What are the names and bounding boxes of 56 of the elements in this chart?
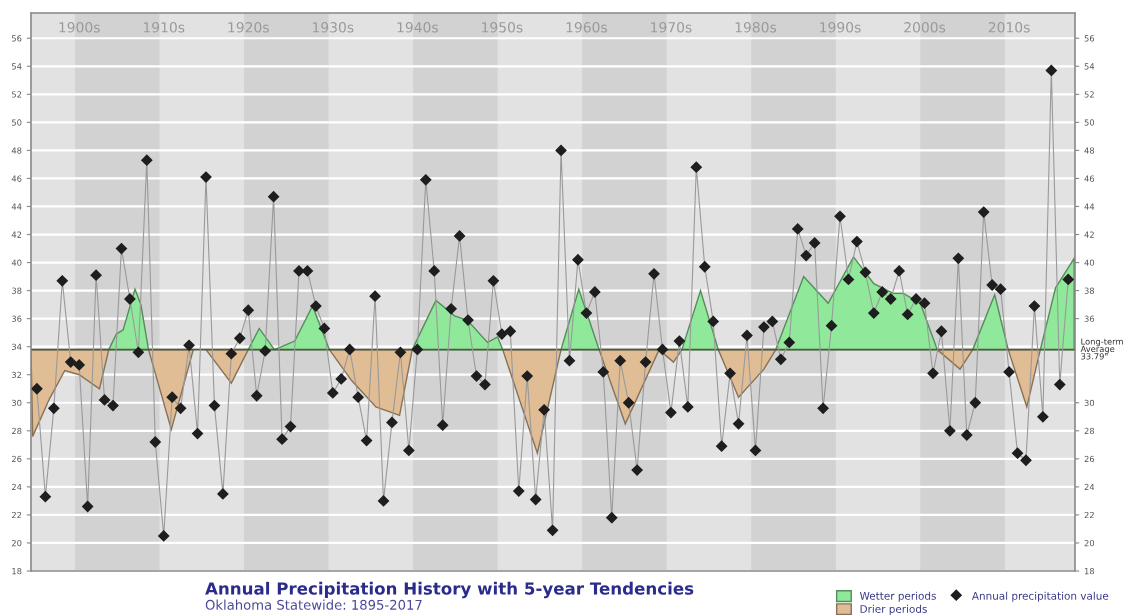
legend-label: Annual precipitation value — [971, 591, 1109, 602]
y2-tick-label: 54 — [1084, 63, 1095, 70]
y-tick-label: 20 — [11, 539, 22, 547]
ref-line-label: Long-term Average 33.79" — [1080, 338, 1123, 360]
y-tick-label: 56 — [12, 35, 22, 42]
x-tick-label: 1980s — [735, 22, 777, 33]
y-tick-label: 48 — [11, 147, 22, 154]
y-tick-label: 32 — [12, 371, 22, 378]
y2-tick-label: 24 — [1084, 483, 1095, 491]
y2-tick-label: 52 — [1084, 91, 1094, 98]
y-tick-label: 28 — [11, 427, 22, 435]
y2-tick-label: 20 — [1084, 539, 1095, 547]
y-tick-label: 22 — [11, 511, 22, 519]
text: Oklahoma Statewide: 1895-2017 — [205, 599, 422, 610]
y2-tick-label: 30 — [1084, 399, 1095, 407]
y-tick-label: 46 — [11, 175, 22, 182]
x-tick-label: 1990s — [820, 22, 861, 33]
y2-tick-label: 38 — [1084, 287, 1095, 294]
x-tick-label: 1900s — [59, 22, 100, 33]
y-tick-label: 52 — [12, 91, 22, 98]
legend-label: Drier periods — [860, 604, 927, 615]
y-tick-label: 38 — [12, 287, 22, 294]
x-tick-label: 2010s — [988, 22, 1030, 33]
x-tick-label: 1910s — [143, 22, 185, 33]
y-tick-label: 54 — [12, 63, 22, 70]
y-tick-label: 36 — [12, 315, 22, 322]
y2-tick-label: 50 — [1084, 119, 1095, 126]
y2-tick-label: 26 — [1084, 455, 1095, 463]
legend-label: Wetter periods — [859, 591, 936, 602]
y-tick-label: 42 — [11, 231, 22, 238]
y2-tick-label: 40 — [1084, 259, 1095, 266]
y2-tick-label: 42 — [1084, 231, 1094, 238]
y-tick-label: 18 — [12, 567, 22, 575]
x-tick-label: 2000s — [904, 22, 946, 33]
y2-tick-label: 28 — [1084, 427, 1095, 435]
y2-tick-label: 22 — [1084, 511, 1094, 519]
x-tick-label: 1950s — [482, 22, 523, 33]
y-tick-label: 44 — [11, 203, 22, 210]
text: Annual Precipitation History with 5-year Tendencies — [205, 581, 694, 599]
y-tick-label: 26 — [11, 455, 22, 463]
x-tick-label: 1920s — [228, 22, 269, 33]
x-tick-label: 1960s — [566, 22, 607, 33]
x-tick-label: 1970s — [651, 22, 692, 33]
y2-tick-label: 36 — [1084, 315, 1095, 322]
y-tick-label: 50 — [12, 119, 22, 126]
y-tick-label: 24 — [11, 483, 22, 491]
y-tick-label: 30 — [12, 399, 22, 407]
x-tick-label: 1930s — [313, 22, 354, 33]
y2-tick-label: 18 — [1084, 567, 1095, 575]
y2-tick-label: 48 — [1084, 147, 1095, 154]
x-tick-label: 1940s — [397, 22, 438, 33]
y2-tick-label: 56 — [1084, 35, 1095, 42]
y2-tick-label: 46 — [1084, 175, 1095, 182]
y-tick-label: 34 — [12, 343, 22, 350]
y-tick-label: 40 — [11, 259, 22, 266]
y2-tick-label: 44 — [1084, 203, 1095, 210]
